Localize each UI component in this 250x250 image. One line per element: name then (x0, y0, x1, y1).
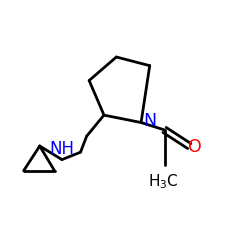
Text: H$_3$C: H$_3$C (148, 172, 179, 191)
Text: NH: NH (50, 140, 74, 158)
Text: N: N (144, 112, 157, 130)
Text: O: O (188, 138, 202, 156)
